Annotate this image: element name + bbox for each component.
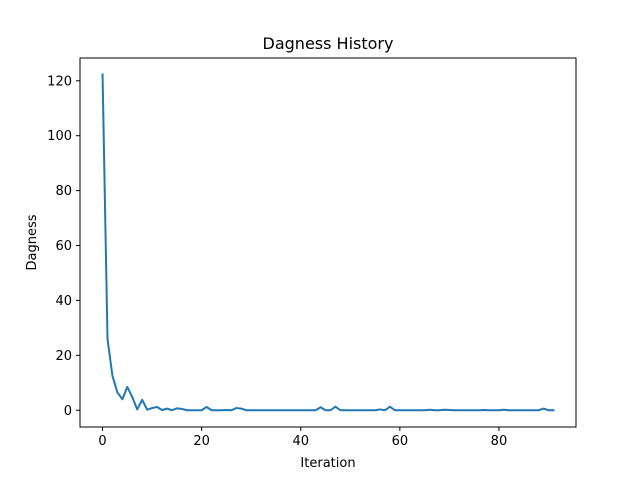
y-tick-label: 20 — [55, 349, 72, 364]
y-tick-label: 60 — [55, 239, 72, 254]
y-axis-ticks: 0 20 40 60 80 100 120 — [47, 74, 80, 419]
y-tick-label: 100 — [47, 129, 72, 144]
plot-area — [101, 73, 555, 412]
axes-frame — [79, 57, 577, 428]
x-tick-label: 40 — [292, 434, 309, 449]
x-tick-label: 80 — [491, 434, 508, 449]
y-tick-label: 0 — [64, 404, 72, 419]
y-tick-label: 120 — [47, 74, 72, 89]
chart-title: Dagness History — [263, 34, 394, 53]
x-tick-label: 20 — [193, 434, 210, 449]
x-axis-ticks: 0 20 40 60 80 — [98, 427, 507, 449]
x-tick-label: 60 — [392, 434, 409, 449]
y-tick-label: 40 — [55, 294, 72, 309]
series-line — [101, 73, 555, 412]
y-tick-label: 80 — [55, 184, 72, 199]
x-tick-label: 0 — [98, 434, 106, 449]
y-axis-title: Dagness — [25, 214, 40, 270]
x-axis-title: Iteration — [300, 456, 355, 471]
